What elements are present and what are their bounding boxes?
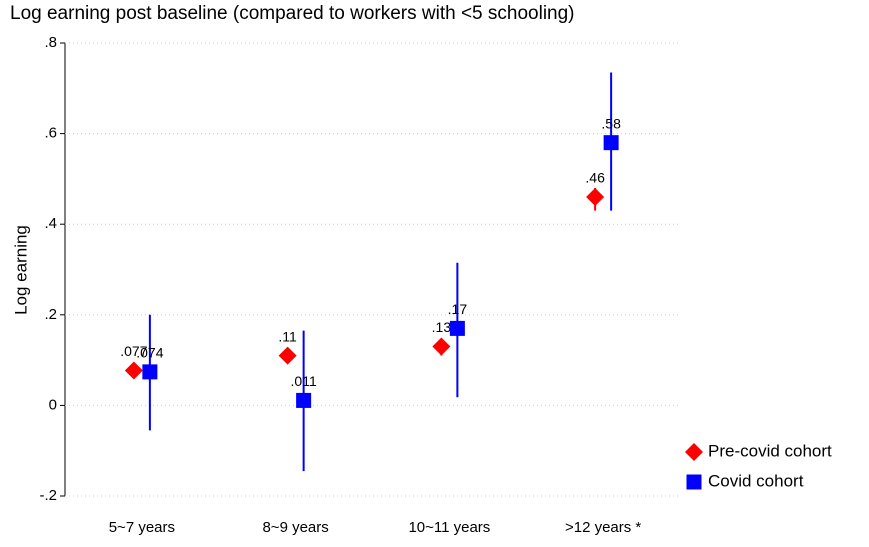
marker: [449, 320, 465, 336]
y-tick-label: 0: [49, 396, 57, 413]
marker: [278, 346, 297, 365]
y-tick-label: -.2: [39, 487, 57, 504]
y-tick-label: .2: [44, 306, 57, 323]
x-tick-label: 8~9 years: [262, 519, 328, 536]
data-label: .13: [432, 319, 452, 335]
marker: [603, 135, 619, 151]
legend-label: Pre-covid cohort: [708, 441, 832, 460]
x-tick-label: 5~7 years: [109, 519, 175, 536]
y-tick-label: .8: [44, 34, 57, 51]
data-label: .077: [120, 343, 147, 359]
data-label: .17: [448, 301, 468, 317]
marker: [686, 474, 702, 490]
data-label: .46: [585, 170, 605, 186]
legend-label: Covid cohort: [708, 471, 804, 490]
marker: [586, 188, 605, 207]
data-label: .074: [136, 345, 163, 361]
data-label: .011: [291, 373, 317, 389]
chart-title: Log earning post baseline (compared to w…: [10, 3, 575, 24]
data-label: .11: [278, 328, 297, 344]
marker: [432, 337, 451, 356]
y-tick-label: .6: [44, 125, 57, 142]
marker: [142, 364, 158, 380]
marker: [296, 392, 312, 408]
data-label: .58: [601, 115, 621, 131]
x-tick-label: 10~11 years: [408, 519, 490, 536]
marker: [124, 361, 143, 380]
y-tick-label: .4: [44, 215, 57, 232]
marker: [685, 443, 703, 461]
y-axis-label: Log earning: [11, 225, 30, 315]
x-tick-label: >12 years *: [565, 519, 641, 536]
